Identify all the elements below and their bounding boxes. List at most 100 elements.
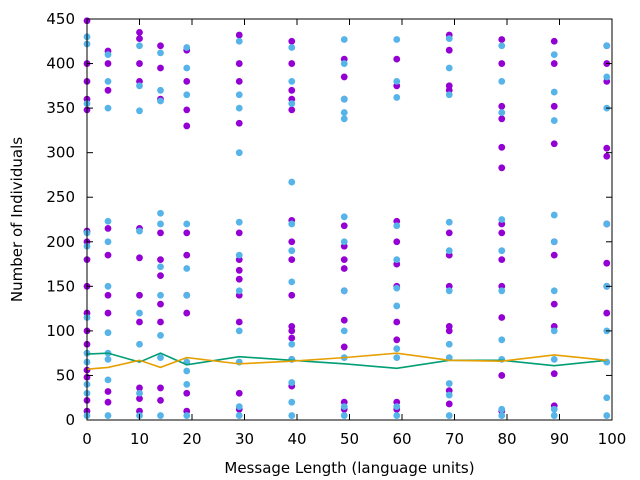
violet-point — [603, 144, 611, 152]
skyblue-point — [498, 247, 506, 255]
violet-point — [104, 225, 112, 232]
skyblue-point — [157, 49, 164, 57]
skyblue-point — [550, 117, 558, 124]
violet-point — [550, 60, 558, 67]
violet-point — [157, 229, 164, 237]
skyblue-point — [235, 104, 243, 112]
violet-point — [288, 60, 296, 67]
skyblue-point — [340, 95, 348, 103]
skyblue-point — [340, 115, 348, 123]
x-tick-label: 20 — [182, 430, 201, 448]
violet-point — [498, 256, 506, 263]
violet-point — [235, 318, 243, 326]
violet-point — [498, 143, 506, 151]
violet-point — [157, 272, 164, 280]
violet-point — [393, 238, 401, 246]
x-tick-label: 30 — [235, 430, 254, 448]
skyblue-point — [136, 227, 143, 235]
skyblue-point — [393, 36, 401, 43]
violet-point — [340, 222, 348, 230]
violet-point — [340, 256, 348, 263]
skyblue-point — [183, 220, 191, 228]
skyblue-point — [288, 220, 296, 228]
violet-point — [340, 265, 348, 272]
orange-series-line — [86, 352, 607, 371]
violet-point — [235, 77, 243, 85]
violet-point — [550, 140, 558, 148]
violet-point — [183, 122, 191, 130]
violet-point — [104, 398, 112, 406]
skyblue-point — [136, 309, 143, 317]
violet-point — [498, 60, 506, 67]
skyblue-point — [104, 77, 112, 85]
skyblue-point — [183, 380, 191, 388]
skyblue-point — [157, 209, 164, 217]
violet-point — [498, 36, 506, 43]
skyblue-point — [393, 354, 401, 362]
violet-point — [183, 389, 191, 397]
violet-point — [498, 314, 506, 321]
violet-point — [445, 327, 453, 335]
violet-point — [550, 370, 558, 378]
violet-point — [288, 86, 296, 94]
skyblue-point — [157, 331, 164, 339]
y-tick-label: 150 — [46, 277, 75, 295]
violet-point — [445, 400, 453, 408]
violet-point — [183, 77, 191, 85]
skyblue-point — [550, 412, 558, 419]
skyblue-point — [340, 327, 348, 335]
skyblue-point — [157, 354, 164, 362]
violet-point — [235, 389, 243, 397]
y-tick-label: 50 — [56, 366, 75, 384]
violet-point — [498, 164, 506, 172]
skyblue-point — [136, 107, 143, 115]
skyblue-point — [340, 403, 348, 411]
skyblue-point — [445, 391, 453, 399]
skyblue-point — [136, 42, 143, 50]
skyblue-point — [183, 64, 191, 72]
skyblue-point — [445, 340, 453, 348]
x-tick-label: 60 — [392, 430, 411, 448]
x-tick-label: 100 — [598, 430, 627, 448]
skyblue-point — [235, 251, 243, 259]
violet-point — [603, 309, 611, 317]
skyblue-point — [183, 412, 191, 419]
skyblue-point — [340, 36, 348, 43]
violet-point — [288, 106, 296, 114]
skyblue-point — [288, 178, 296, 186]
plot-frame — [86, 18, 613, 421]
violet-point — [104, 291, 112, 299]
skyblue-point — [157, 291, 164, 299]
x-axis-label: Message Length (language units) — [224, 459, 474, 477]
skyblue-point — [183, 91, 191, 99]
violet-point — [550, 251, 558, 259]
skyblue-point — [340, 109, 348, 116]
violet-point — [157, 256, 164, 263]
x-tick-label: 70 — [445, 430, 464, 448]
skyblue-point — [550, 327, 558, 335]
axis-ticks: 0 10 20 30 40 50 60 70 80 90 100 0 50 100 150 200 250 300… — [46, 10, 626, 448]
y-tick-label: 400 — [46, 55, 75, 73]
skyblue-point — [235, 218, 243, 226]
skyblue-point — [288, 278, 296, 286]
skyblue-point — [393, 302, 401, 310]
y-tick-label: 350 — [46, 99, 75, 117]
violet-point — [288, 256, 296, 263]
skyblue-point — [498, 412, 506, 419]
violet-point — [288, 334, 296, 342]
violet-point — [393, 55, 401, 63]
skyblue-point — [393, 403, 401, 411]
x-tick-label: 10 — [130, 430, 149, 448]
x-tick-label: 40 — [287, 430, 306, 448]
skyblue-point — [445, 91, 453, 99]
skyblue-point — [498, 216, 506, 223]
skyblue-point — [104, 51, 112, 59]
skyblue-point — [445, 218, 453, 226]
violet-point — [550, 300, 558, 308]
skyblue-point — [183, 265, 191, 272]
skyblue-point — [104, 412, 112, 419]
skyblue-point — [445, 380, 453, 387]
skyblue-point — [136, 340, 143, 348]
